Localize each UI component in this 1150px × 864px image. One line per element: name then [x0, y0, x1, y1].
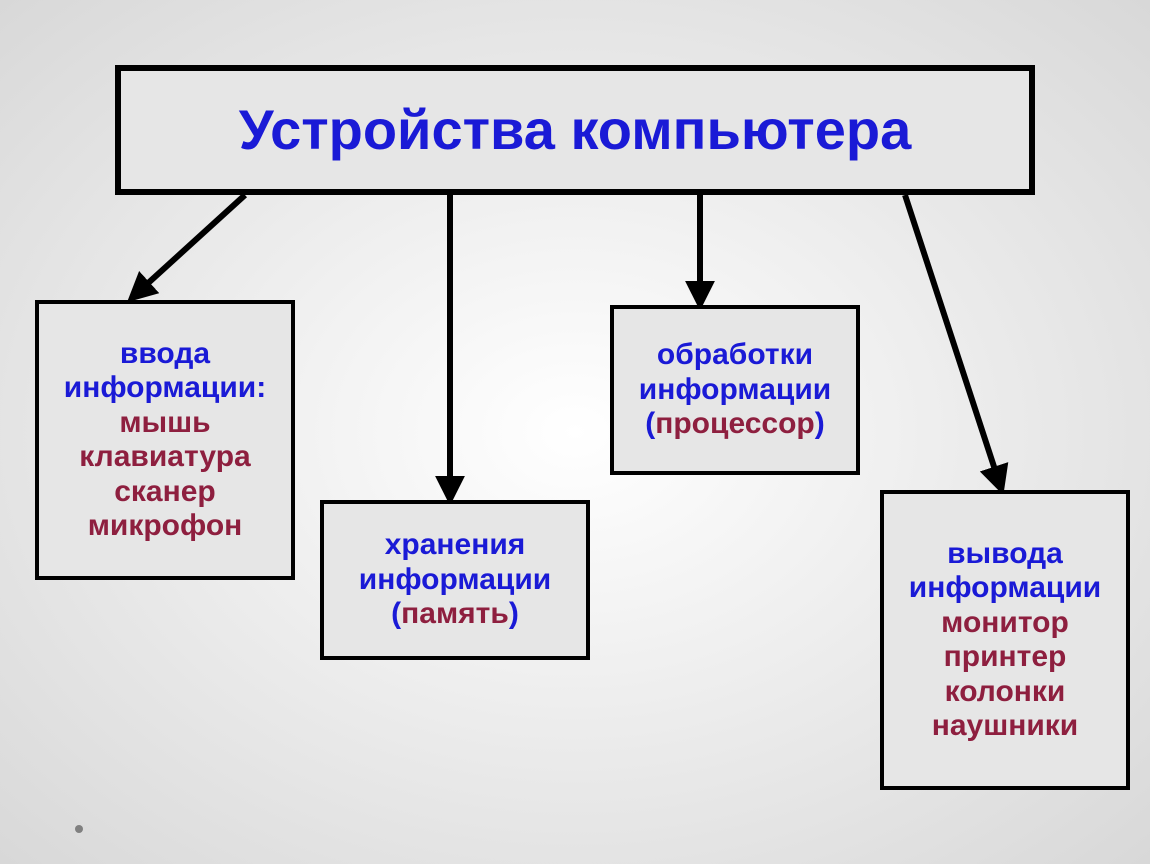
storage-paren: (память) — [391, 597, 519, 632]
arrow — [905, 195, 1000, 485]
title-box: Устройства компьютера — [115, 65, 1035, 195]
processing-paren-open: ( — [645, 407, 655, 440]
slide-bullet — [75, 825, 83, 833]
input-heading: ввода информации: — [64, 337, 266, 406]
input-items: мышь клавиатура сканер микрофон — [79, 406, 250, 544]
output-item-4: наушники — [932, 709, 1079, 742]
input-item-1: мышь — [119, 406, 210, 439]
output-item-3: колонки — [945, 675, 1066, 708]
processing-paren: (процессор) — [645, 407, 825, 442]
storage-item: память — [401, 597, 509, 630]
output-heading: вывода информации — [909, 537, 1101, 606]
storage-paren-close: ) — [509, 597, 519, 630]
input-item-4: микрофон — [88, 509, 243, 542]
input-heading-line2: информации: — [64, 371, 266, 404]
diagram-stage: Устройства компьютера ввода информации: … — [0, 0, 1150, 864]
box-input-devices: ввода информации: мышь клавиатура сканер… — [35, 300, 295, 580]
processing-heading-line1: обработки — [657, 338, 813, 371]
box-storage: хранения информации (память) — [320, 500, 590, 660]
box-output-devices: вывода информации монитор принтер колонк… — [880, 490, 1130, 790]
input-item-2: клавиатура — [79, 440, 250, 473]
input-item-3: сканер — [114, 475, 216, 508]
storage-heading-line2: информации — [359, 563, 551, 596]
output-item-1: монитор — [941, 606, 1069, 639]
output-item-2: принтер — [944, 640, 1067, 673]
diagram-title: Устройства компьютера — [239, 98, 911, 162]
storage-heading-line1: хранения — [385, 528, 526, 561]
input-heading-line1: ввода — [120, 337, 210, 370]
box-processing: обработки информации (процессор) — [610, 305, 860, 475]
storage-paren-open: ( — [391, 597, 401, 630]
output-heading-line1: вывода — [947, 537, 1063, 570]
processing-heading: обработки информации — [639, 338, 831, 407]
storage-heading: хранения информации — [359, 528, 551, 597]
processing-paren-close: ) — [815, 407, 825, 440]
processing-heading-line2: информации — [639, 373, 831, 406]
processing-item: процессор — [655, 407, 815, 440]
output-heading-line2: информации — [909, 571, 1101, 604]
output-items: монитор принтер колонки наушники — [932, 606, 1079, 744]
arrow — [135, 195, 245, 295]
